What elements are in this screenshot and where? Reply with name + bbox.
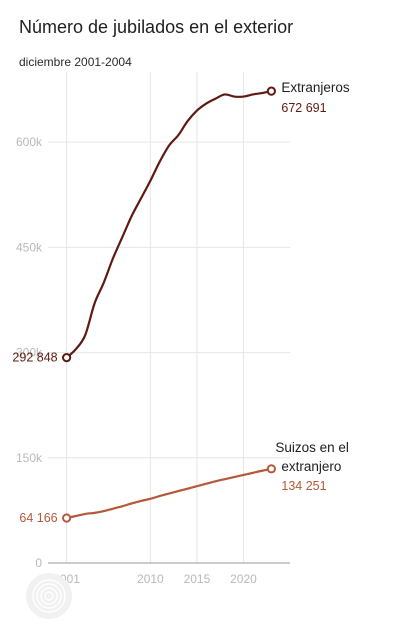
series-name-0: Extranjeros — [281, 80, 350, 95]
y-tick-label-1: 150k — [16, 451, 43, 465]
series-line-1 — [65, 467, 273, 520]
y-axis-ticks: 0 150k 300k 450k 600k — [16, 135, 43, 570]
series-name-1: Suizos en el extranjero — [275, 440, 349, 474]
series-name-line-2: extranjero — [281, 459, 341, 474]
x-tick-label-2020: 2020 — [230, 572, 257, 586]
x-axis-ticks: 2001 2010 2015 2020 — [53, 572, 257, 586]
series-start-label-0: 292 848 — [12, 351, 57, 365]
series-labels: 292 848 Extranjeros 672 691 64 166 Suizos en… — [12, 80, 349, 525]
vertical-gridlines — [66, 72, 244, 563]
series-end-label-1: 134 251 — [281, 479, 326, 493]
y-tick-label-0: 0 — [35, 556, 42, 570]
series-end-point-1 — [266, 464, 276, 474]
y-tick-label-4: 600k — [16, 135, 43, 149]
series-end-label-0: 672 691 — [281, 101, 326, 115]
horizontal-gridlines — [48, 141, 290, 564]
x-tick-label-2010: 2010 — [137, 572, 164, 586]
series-name-line-1: Suizos en el — [275, 440, 349, 455]
fingerprint-icon[interactable] — [26, 573, 72, 619]
chart-subtitle: diciembre 2001-2004 — [19, 55, 132, 69]
series-start-label-1: 64 166 — [19, 511, 57, 525]
series-end-point-0 — [266, 86, 276, 96]
chart-title: Número de jubilados en el exterior — [19, 17, 294, 37]
series-lines — [62, 86, 276, 523]
y-tick-label-3: 450k — [16, 240, 43, 254]
x-tick-label-2015: 2015 — [184, 572, 211, 586]
series-line-0 — [65, 90, 273, 359]
y-tick-label-2: 300k — [16, 346, 43, 360]
series-start-point-0 — [62, 352, 72, 363]
series-start-point-1 — [62, 513, 72, 523]
